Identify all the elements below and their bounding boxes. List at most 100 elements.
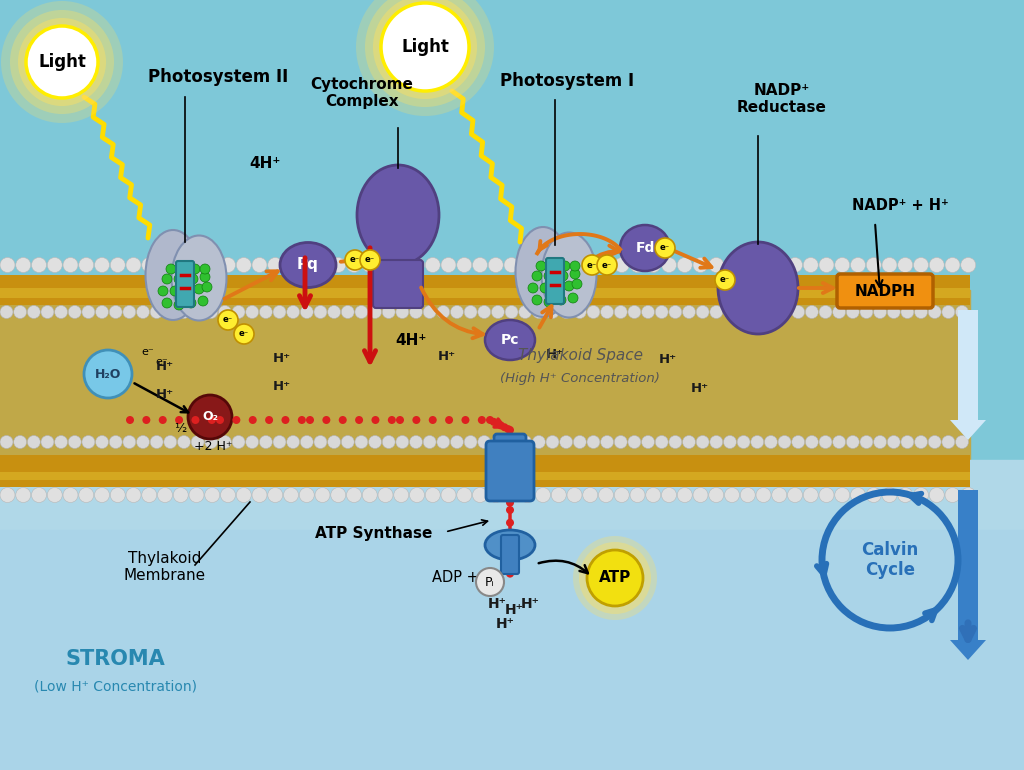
- Circle shape: [252, 487, 267, 503]
- Circle shape: [94, 487, 110, 503]
- Circle shape: [410, 487, 425, 503]
- Text: Fd: Fd: [635, 241, 654, 255]
- Circle shape: [284, 257, 299, 273]
- Circle shape: [410, 257, 425, 273]
- Text: (High H⁺ Concentration): (High H⁺ Concentration): [500, 372, 659, 385]
- Circle shape: [396, 416, 404, 424]
- Circle shape: [47, 487, 62, 503]
- Ellipse shape: [620, 225, 670, 271]
- Text: Light: Light: [401, 38, 449, 56]
- Circle shape: [587, 436, 600, 448]
- Circle shape: [772, 487, 786, 503]
- Circle shape: [188, 395, 232, 439]
- Circle shape: [162, 274, 172, 284]
- Circle shape: [328, 306, 341, 319]
- Text: 4H⁺: 4H⁺: [395, 333, 426, 348]
- Circle shape: [715, 270, 735, 290]
- Circle shape: [189, 487, 204, 503]
- Circle shape: [835, 487, 850, 503]
- Circle shape: [914, 306, 928, 319]
- Circle shape: [382, 436, 395, 448]
- Circle shape: [378, 487, 393, 503]
- Circle shape: [123, 306, 136, 319]
- Circle shape: [216, 416, 224, 424]
- Circle shape: [95, 436, 109, 448]
- Circle shape: [536, 261, 546, 271]
- Circle shape: [10, 10, 114, 114]
- Text: 4H⁺: 4H⁺: [249, 156, 281, 171]
- Text: H⁺: H⁺: [496, 617, 514, 631]
- Circle shape: [598, 257, 613, 273]
- Circle shape: [677, 257, 692, 273]
- Circle shape: [567, 257, 582, 273]
- Circle shape: [306, 416, 314, 424]
- Circle shape: [208, 416, 216, 424]
- Circle shape: [532, 306, 546, 319]
- Text: Thylakoid Space: Thylakoid Space: [517, 348, 642, 363]
- Circle shape: [191, 436, 204, 448]
- Text: NADP⁺
Reductase: NADP⁺ Reductase: [737, 82, 827, 115]
- Circle shape: [331, 257, 346, 273]
- Circle shape: [63, 257, 78, 273]
- Circle shape: [282, 416, 290, 424]
- Circle shape: [558, 271, 568, 281]
- Circle shape: [63, 487, 78, 503]
- Circle shape: [159, 416, 167, 424]
- Circle shape: [441, 257, 456, 273]
- Circle shape: [725, 257, 739, 273]
- Text: e⁻: e⁻: [587, 260, 597, 269]
- Circle shape: [504, 257, 519, 273]
- Text: H⁺: H⁺: [546, 348, 564, 361]
- Circle shape: [162, 298, 172, 308]
- Circle shape: [0, 306, 13, 319]
- Text: Photosystem II: Photosystem II: [147, 68, 288, 86]
- Circle shape: [177, 306, 190, 319]
- Circle shape: [710, 436, 723, 448]
- Circle shape: [787, 487, 803, 503]
- Circle shape: [887, 306, 900, 319]
- Circle shape: [441, 487, 456, 503]
- Circle shape: [587, 306, 600, 319]
- Circle shape: [846, 436, 859, 448]
- FancyBboxPatch shape: [486, 441, 534, 501]
- Circle shape: [710, 306, 723, 319]
- Text: e⁻: e⁻: [239, 330, 249, 339]
- Circle shape: [126, 257, 141, 273]
- Circle shape: [323, 416, 331, 424]
- Circle shape: [551, 257, 566, 273]
- Ellipse shape: [485, 320, 535, 360]
- Circle shape: [232, 416, 241, 424]
- Text: ATP: ATP: [599, 571, 631, 585]
- Circle shape: [792, 436, 805, 448]
- Circle shape: [536, 487, 551, 503]
- FancyArrow shape: [950, 310, 986, 440]
- Circle shape: [218, 306, 231, 319]
- Text: e⁻: e⁻: [659, 243, 670, 253]
- Circle shape: [445, 416, 453, 424]
- Circle shape: [497, 421, 505, 430]
- Circle shape: [551, 487, 566, 503]
- Circle shape: [462, 416, 469, 424]
- Circle shape: [709, 257, 724, 273]
- Circle shape: [556, 295, 566, 305]
- Circle shape: [725, 487, 739, 503]
- Circle shape: [457, 487, 472, 503]
- Circle shape: [803, 257, 818, 273]
- Polygon shape: [850, 290, 970, 460]
- Circle shape: [341, 306, 354, 319]
- Ellipse shape: [515, 227, 570, 317]
- Circle shape: [961, 487, 976, 503]
- Circle shape: [506, 570, 514, 578]
- Circle shape: [200, 272, 210, 282]
- Circle shape: [265, 416, 273, 424]
- Circle shape: [0, 487, 15, 503]
- Circle shape: [573, 306, 587, 319]
- Circle shape: [913, 487, 929, 503]
- Text: e⁻: e⁻: [720, 276, 730, 284]
- Circle shape: [601, 436, 613, 448]
- Circle shape: [901, 436, 913, 448]
- Circle shape: [819, 257, 834, 273]
- Circle shape: [778, 306, 792, 319]
- Circle shape: [54, 436, 68, 448]
- Circle shape: [579, 542, 651, 614]
